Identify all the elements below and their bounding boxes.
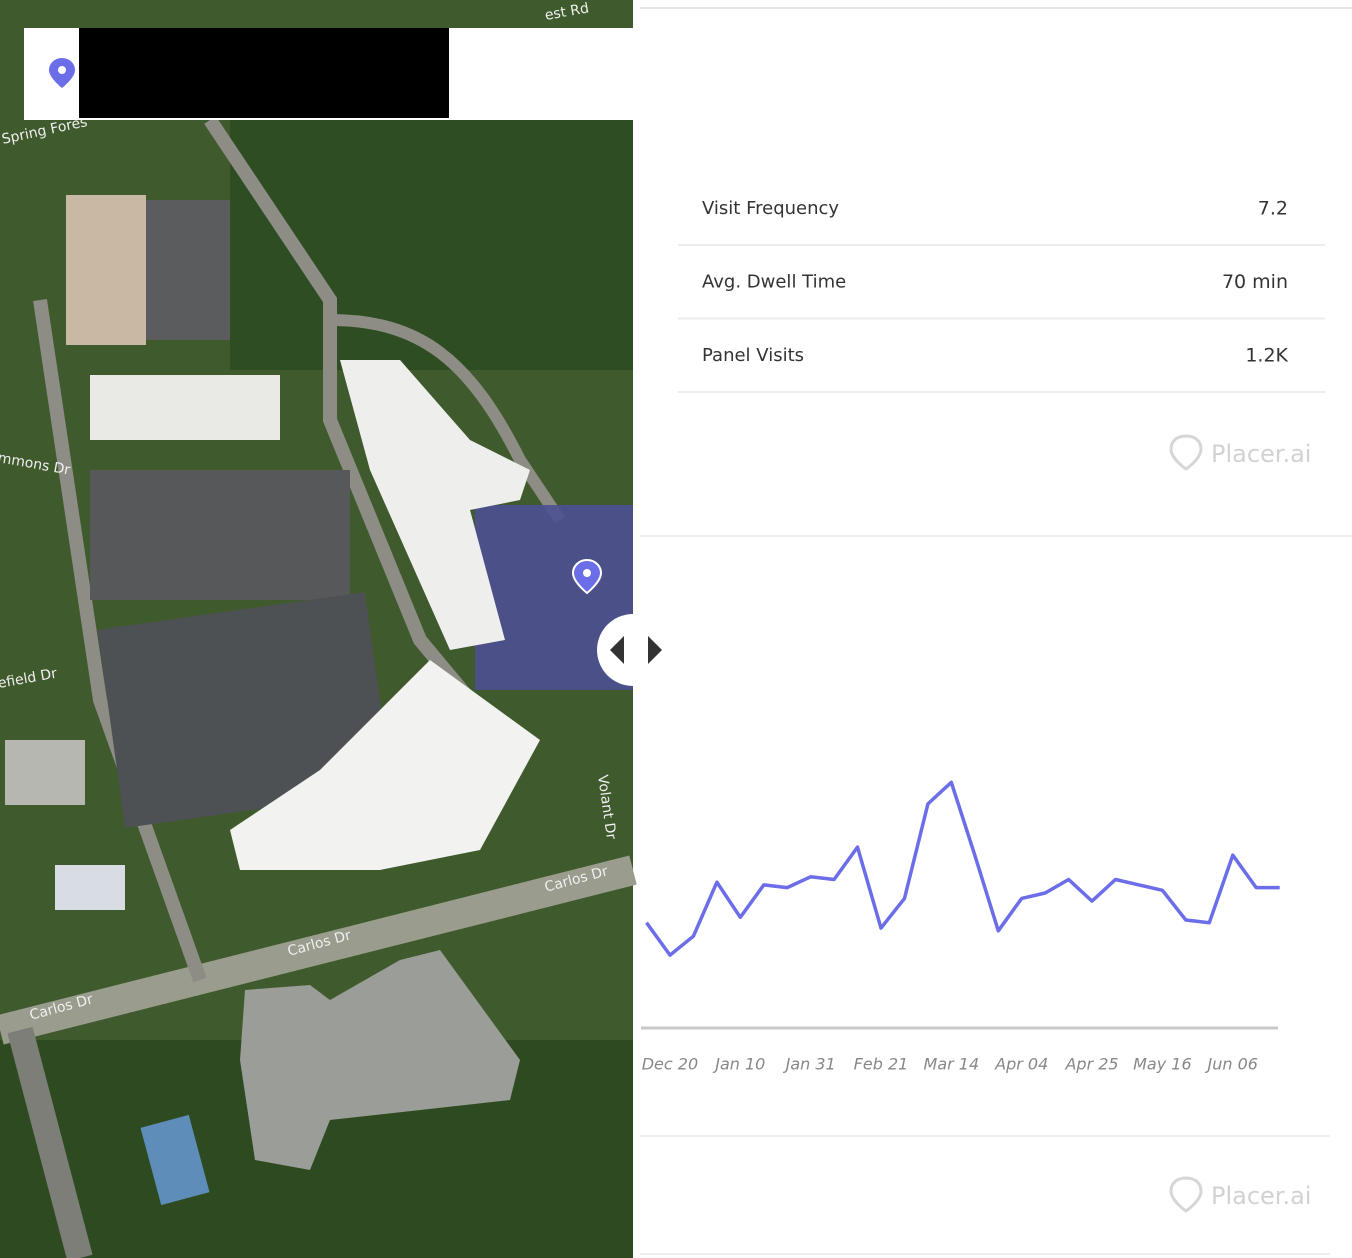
x-tick-label: Mar 14 bbox=[924, 1055, 980, 1074]
handle-circle bbox=[597, 614, 669, 686]
stats-table: Visit Frequency 7.2 Avg. Dwell Time 70 min P… bbox=[678, 198, 1325, 393]
x-tick-label: Dec 20 bbox=[642, 1055, 698, 1074]
series-line bbox=[645, 780, 1280, 957]
parking bbox=[140, 200, 230, 340]
building bbox=[5, 740, 85, 805]
arrow-right bbox=[648, 636, 662, 664]
road bbox=[33, 298, 207, 983]
watermark-logo bbox=[1169, 1176, 1203, 1213]
x-tick-label: May 16 bbox=[1133, 1055, 1192, 1074]
stat-value: 7.2 bbox=[1258, 198, 1288, 220]
stat-label: Avg. Dwell Time bbox=[702, 272, 846, 293]
line-chart: Dec 20 Jan 10 Jan 31 Feb 21 Mar 14 Apr 04 Apr … bbox=[642, 780, 1280, 1074]
building bbox=[55, 865, 125, 910]
x-tick-label: Apr 25 bbox=[1064, 1055, 1118, 1074]
stat-label: Visit Frequency bbox=[702, 198, 839, 219]
x-tick-label: Apr 04 bbox=[994, 1055, 1048, 1074]
x-tick-label: Jan 10 bbox=[712, 1055, 765, 1074]
parking bbox=[90, 470, 350, 600]
x-tick-label: Feb 21 bbox=[854, 1055, 909, 1074]
redaction bbox=[79, 28, 449, 118]
parking bbox=[97, 592, 393, 828]
pin-dot bbox=[583, 569, 591, 577]
stat-label: Panel Visits bbox=[702, 345, 804, 366]
road bbox=[0, 855, 637, 1045]
building bbox=[140, 1114, 210, 1206]
watermark-text: Placer.ai bbox=[1211, 440, 1311, 468]
watermark: Placer.ai Placer.ai bbox=[1169, 434, 1311, 1213]
x-tick-label: Jun 06 bbox=[1205, 1055, 1258, 1074]
pin-dot bbox=[58, 66, 66, 74]
road bbox=[204, 116, 476, 705]
watermark-text: Placer.ai bbox=[1211, 1182, 1311, 1210]
watermark-logo bbox=[1169, 434, 1203, 471]
stat-value: 70 min bbox=[1222, 271, 1288, 293]
building bbox=[90, 375, 280, 440]
arrow-left bbox=[610, 636, 624, 664]
stat-value: 1.2K bbox=[1245, 345, 1288, 367]
road bbox=[7, 1026, 93, 1258]
x-tick-label: Jan 31 bbox=[783, 1055, 836, 1074]
road bbox=[329, 314, 565, 524]
street-label: est Rd bbox=[544, 0, 591, 23]
building bbox=[66, 195, 146, 345]
compare-handle[interactable] bbox=[597, 614, 669, 686]
building bbox=[240, 950, 520, 1170]
building bbox=[230, 660, 540, 870]
building bbox=[340, 360, 530, 650]
